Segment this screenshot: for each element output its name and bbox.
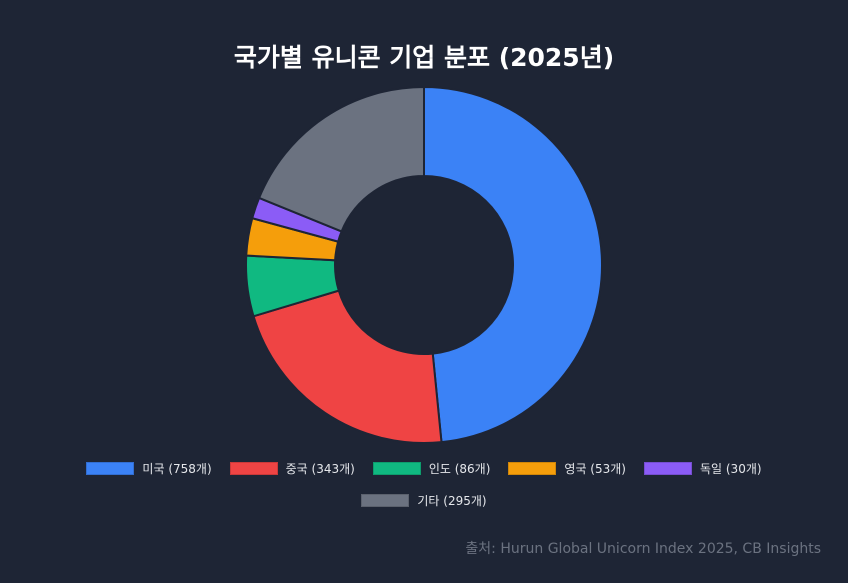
chart-title: 국가별 유니콘 기업 분포 (2025년) [233,43,615,72]
legend-swatch [643,461,692,475]
legend-swatch [508,461,557,475]
donut-slices [245,85,603,444]
legend-item[interactable]: 인도 (86개) [372,459,491,477]
slice-0[interactable] [423,85,603,444]
legend-label: 영국 (53개) [564,461,626,476]
slice-1[interactable] [252,289,443,444]
legend-item[interactable]: 독일 (30개) [643,459,762,477]
legend-label: 인도 (86개) [428,461,491,476]
source-note: 출처: Hurun Global Unicorn Index 2025, CB … [465,541,821,557]
chart-legend: 미국 (758개) 중국 (343개) 인도 (86개) 영국 (53개) 독일 (30… [40,459,808,509]
legend-label: 미국 (758개) [142,461,212,476]
legend-label: 기타 (295개) [417,493,487,508]
legend-item[interactable]: 기타 (295개) [361,491,487,509]
legend-swatch [86,461,135,475]
legend-swatch [229,461,278,475]
legend-label: 중국 (343개) [285,461,355,476]
legend-swatch [361,493,410,507]
slice-5[interactable] [257,85,425,233]
legend-item[interactable]: 미국 (758개) [86,459,212,477]
legend-swatch [372,461,421,475]
legend-item[interactable]: 중국 (343개) [229,459,355,477]
legend-item[interactable]: 영국 (53개) [508,459,626,477]
legend-label: 독일 (30개) [699,461,762,476]
